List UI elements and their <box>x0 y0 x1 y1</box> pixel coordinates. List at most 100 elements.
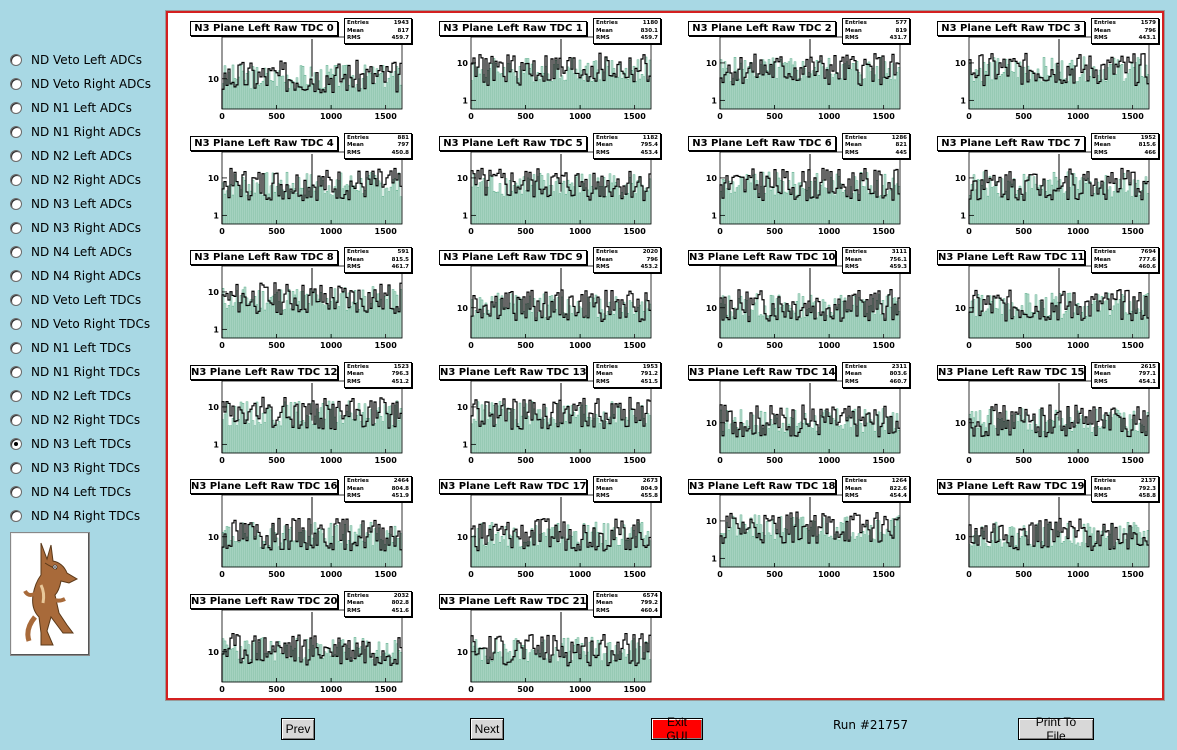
histogram-bar <box>576 414 580 453</box>
radio-button[interactable] <box>10 150 22 162</box>
radio-button[interactable] <box>10 270 22 282</box>
radio-button[interactable] <box>10 294 22 306</box>
prev-button[interactable]: Prev <box>281 718 315 740</box>
radio-option[interactable]: ND Veto Right ADCs <box>10 74 151 94</box>
radio-option[interactable]: ND N3 Left TDCs <box>10 434 131 454</box>
histogram-bar <box>729 192 733 224</box>
stats-row-rms: RMS 445 <box>845 150 907 158</box>
histogram-bar <box>1124 78 1128 110</box>
histogram-bar <box>833 195 837 224</box>
stats-label: Mean <box>596 27 613 34</box>
y-tick-label: 1 <box>213 211 219 220</box>
histogram-bar <box>644 535 648 568</box>
radio-option[interactable]: ND N1 Left ADCs <box>10 98 132 118</box>
radio-button[interactable] <box>10 342 22 354</box>
x-tick-label: 1000 <box>320 685 343 694</box>
stats-value: 795.4 <box>640 142 658 148</box>
stats-row-rms: RMS 460.4 <box>596 608 658 616</box>
radio-button[interactable] <box>10 126 22 138</box>
exit-gui-button[interactable]: Exit GUI <box>651 715 703 743</box>
radio-button[interactable] <box>10 462 22 474</box>
radio-option[interactable]: ND Veto Left TDCs <box>10 290 141 310</box>
histogram-bar <box>859 422 863 453</box>
histogram-bar <box>757 515 761 568</box>
radio-label: ND N1 Right ADCs <box>31 125 141 139</box>
histogram-bar <box>476 313 480 339</box>
histogram-bar <box>1068 540 1072 568</box>
radio-button[interactable] <box>10 486 22 498</box>
radio-option[interactable]: ND N1 Left TDCs <box>10 338 131 358</box>
radio-option[interactable]: ND N3 Right TDCs <box>10 458 140 478</box>
histogram-bar <box>895 71 899 110</box>
radio-option[interactable]: ND Veto Right TDCs <box>10 314 150 334</box>
radio-button[interactable] <box>10 510 22 522</box>
next-button[interactable]: Next <box>470 718 504 740</box>
stats-row-mean: Mean 815.5 <box>347 257 409 265</box>
radio-option[interactable]: ND N4 Right ADCs <box>10 266 141 286</box>
histogram-bar <box>1028 543 1032 568</box>
histogram-bar <box>1110 310 1114 339</box>
stats-label: Mean <box>1094 485 1111 492</box>
radio-button[interactable] <box>10 102 22 114</box>
histogram-bar <box>634 80 638 110</box>
y-tick-label: 1 <box>711 211 717 220</box>
radio-option[interactable]: ND N2 Left ADCs <box>10 146 132 166</box>
radio-option[interactable]: ND N2 Left TDCs <box>10 386 131 406</box>
radio-button[interactable] <box>10 318 22 330</box>
histogram-bar <box>1142 530 1146 568</box>
stats-value: 796 <box>646 256 658 263</box>
histogram-bar <box>779 59 783 110</box>
histogram-bar <box>847 64 851 110</box>
histogram-bar <box>823 187 827 224</box>
histogram-bar <box>1070 430 1074 453</box>
histogram-pad: 0 500 1000 1500 10 1 N3 Plane Left Raw TDC 5 En… <box>427 128 675 242</box>
x-tick-label: 1000 <box>320 112 343 121</box>
stats-label: RMS <box>845 149 859 156</box>
radio-option[interactable]: ND N1 Right ADCs <box>10 122 141 142</box>
stats-row-rms: RMS 453.2 <box>596 264 658 272</box>
radio-option[interactable]: ND N2 Right ADCs <box>10 170 141 190</box>
radio-option[interactable]: ND N3 Left ADCs <box>10 194 132 214</box>
histogram-bar <box>397 308 401 339</box>
histogram-bar <box>498 651 502 682</box>
histogram-bar <box>819 531 823 568</box>
radio-option[interactable]: ND N1 Right TDCs <box>10 362 140 382</box>
histogram-bar <box>731 181 735 224</box>
radio-option[interactable]: ND N3 Right ADCs <box>10 218 141 238</box>
histogram-bar <box>771 295 775 339</box>
radio-button[interactable] <box>10 246 22 258</box>
radio-button[interactable] <box>10 78 22 90</box>
print-to-file-button[interactable]: Print To File <box>1018 715 1094 743</box>
histogram-bar <box>285 300 289 339</box>
histogram-bar <box>273 191 277 224</box>
histogram-bar <box>807 72 811 110</box>
stats-value: 459.7 <box>391 35 409 41</box>
radio-button[interactable] <box>10 54 22 66</box>
radio-button[interactable] <box>10 198 22 210</box>
histogram-bar <box>287 418 291 453</box>
histogram-bar <box>871 538 875 568</box>
histogram-bar <box>996 308 1000 339</box>
histogram-bar <box>847 539 851 568</box>
radio-option[interactable]: ND N4 Right TDCs <box>10 506 140 526</box>
radio-option[interactable]: ND N2 Right TDCs <box>10 410 140 430</box>
radio-button[interactable] <box>10 366 22 378</box>
radio-option[interactable]: ND N4 Left ADCs <box>10 242 132 262</box>
plot-frame <box>470 609 652 682</box>
radio-button-selected[interactable] <box>10 438 22 450</box>
histogram-bar <box>893 79 897 110</box>
histogram-bar <box>375 649 379 682</box>
radio-option[interactable]: ND N4 Left TDCs <box>10 482 131 502</box>
radio-button[interactable] <box>10 222 22 234</box>
histogram-bar <box>1010 71 1014 110</box>
histogram-bar <box>1032 545 1036 568</box>
radio-button[interactable] <box>10 174 22 186</box>
stats-row-rms: RMS 466 <box>1094 150 1156 158</box>
radio-option[interactable]: ND Veto Left ADCs <box>10 50 142 70</box>
histogram-bar <box>361 289 365 339</box>
stats-label: RMS <box>347 35 361 41</box>
radio-button[interactable] <box>10 390 22 402</box>
radio-button[interactable] <box>10 414 22 426</box>
stats-value: 451.2 <box>391 378 409 385</box>
stats-row-entries: Entries 1943 <box>347 20 409 28</box>
